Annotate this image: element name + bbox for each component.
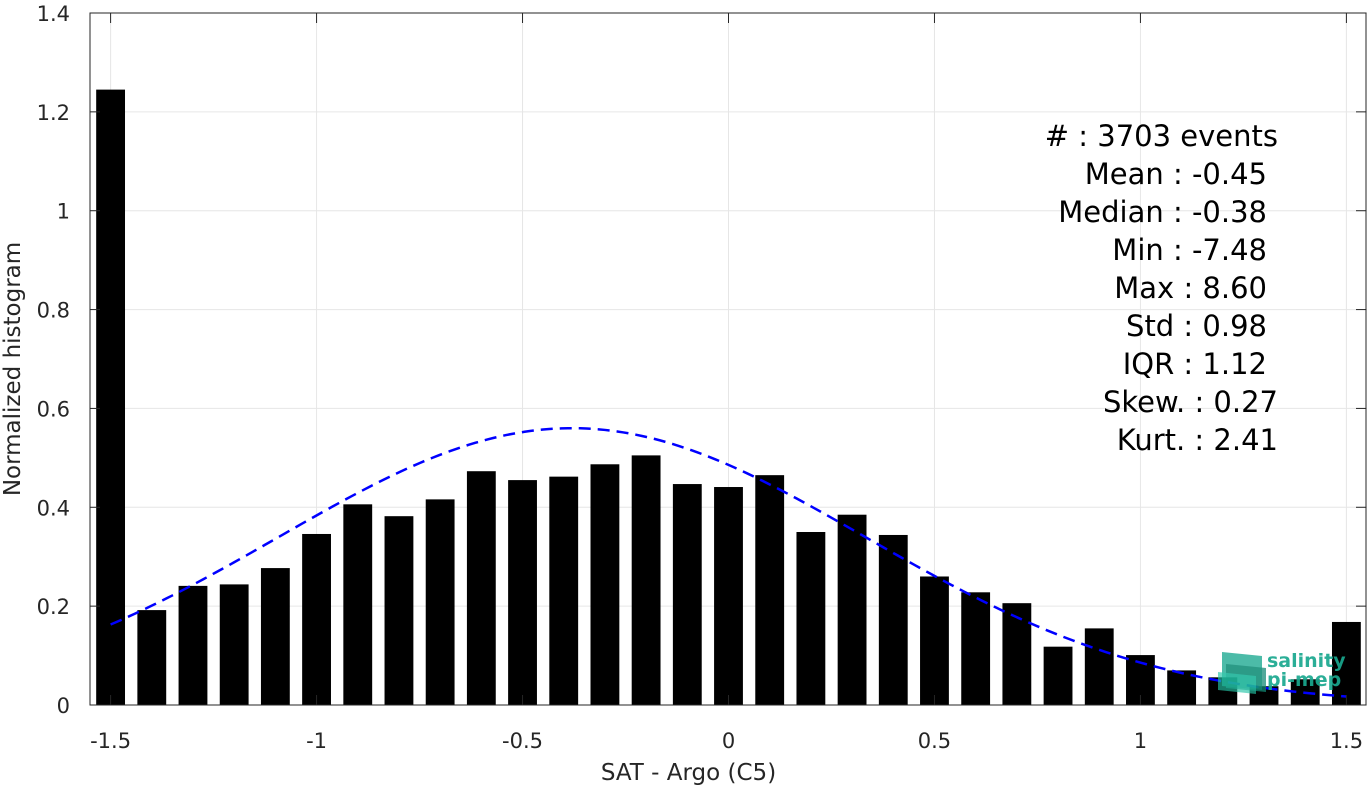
y-axis-ticks: 0 0.2 0.4 0.6 0.8 1 1.2 1.4 xyxy=(37,2,1366,718)
bar-8 xyxy=(425,499,455,705)
grid-lines xyxy=(90,12,1367,706)
bar-15 xyxy=(714,487,743,705)
x-tick-label-3: 0 xyxy=(722,729,735,753)
salinity-wave-icon xyxy=(1218,652,1266,694)
y-tick-label-4: 0.8 xyxy=(37,299,70,323)
stat-mean: Mean : -0.45 xyxy=(1085,157,1267,191)
bar-series xyxy=(96,89,1361,706)
stat-median: Median : -0.38 xyxy=(1058,195,1267,229)
bar-16 xyxy=(755,475,785,705)
stat-min: Min : -7.48 xyxy=(1112,233,1267,267)
bar-17 xyxy=(796,532,826,705)
stat-kurt: Kurt. : 2.41 xyxy=(1117,423,1278,457)
bar-0 xyxy=(96,89,126,706)
x-tick-label-6: 1.5 xyxy=(1330,729,1363,753)
stat-max: Max : 8.60 xyxy=(1114,271,1267,305)
x-tick-label-5: 1 xyxy=(1134,729,1147,753)
x-tick-label-2: -0.5 xyxy=(502,729,543,753)
bar-12 xyxy=(590,464,620,705)
bar-13 xyxy=(631,455,661,705)
fit-curve xyxy=(110,426,1347,698)
stat-std: Std : 0.98 xyxy=(1126,309,1267,343)
logo-line1: salinity xyxy=(1267,650,1346,672)
bar-6 xyxy=(343,504,373,705)
bar-20 xyxy=(920,576,949,705)
x-tick-label-4: 0.5 xyxy=(918,729,951,753)
stat-events: # : 3703 events xyxy=(1045,119,1278,153)
bar-18 xyxy=(837,514,867,705)
bar-14 xyxy=(672,484,702,705)
stat-iqr: IQR : 1.12 xyxy=(1123,347,1267,381)
bar-1 xyxy=(137,610,167,705)
x-axis-ticks: -1.5 -1 -0.5 0 0.5 1 1.5 xyxy=(90,13,1363,753)
bar-21 xyxy=(961,592,991,705)
bar-11 xyxy=(549,476,579,705)
y-tick-label-1: 0.2 xyxy=(37,595,70,619)
bar-24 xyxy=(1084,628,1114,705)
bar-2 xyxy=(178,585,208,705)
x-tick-label-1: -1 xyxy=(306,729,327,753)
y-axis-label: Normalized histogram xyxy=(0,242,26,496)
y-tick-label-3: 0.6 xyxy=(37,397,70,421)
y-tick-label-7: 1.4 xyxy=(37,2,70,26)
bar-5 xyxy=(302,533,331,705)
x-axis-label: SAT - Argo (C5) xyxy=(601,760,776,786)
logo-line2: pi-mep xyxy=(1267,669,1341,691)
y-tick-label-6: 1.2 xyxy=(37,101,70,125)
stat-skew: Skew. : 0.27 xyxy=(1103,385,1278,419)
y-tick-label-5: 1 xyxy=(57,200,70,224)
bar-4 xyxy=(260,568,290,705)
y-tick-label-2: 0.4 xyxy=(37,496,70,520)
bar-23 xyxy=(1043,646,1073,705)
x-tick-label-0: -1.5 xyxy=(90,729,131,753)
bar-7 xyxy=(384,516,414,705)
bar-19 xyxy=(878,534,908,705)
bar-3 xyxy=(219,584,249,705)
y-tick-label-0: 0 xyxy=(57,694,70,718)
salinity-pimep-logo: salinity pi-mep xyxy=(1218,650,1346,694)
bar-9 xyxy=(466,471,496,705)
stats-annotation: # : 3703 events Mean : -0.45 Median : -0… xyxy=(1045,119,1278,457)
bar-22 xyxy=(1002,603,1032,705)
bar-10 xyxy=(508,480,537,705)
bar-30 xyxy=(1331,621,1361,705)
